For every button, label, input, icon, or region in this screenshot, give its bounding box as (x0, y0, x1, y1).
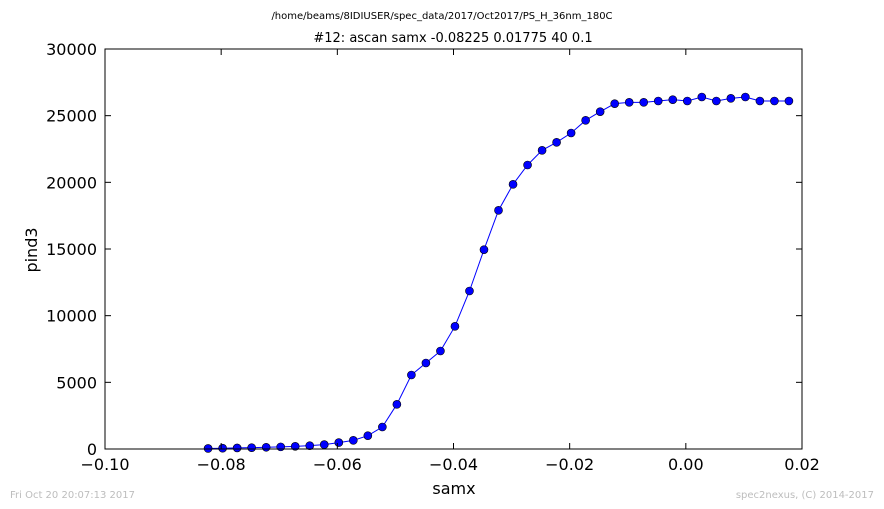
y-tick-label: 15000 (46, 240, 97, 259)
data-point (261, 442, 271, 452)
x-tick-label: −0.04 (429, 455, 478, 474)
footer-credit: spec2nexus, (C) 2014-2017 (736, 490, 874, 501)
y-tick-label: 10000 (46, 307, 97, 326)
x-tick-label: 0.00 (668, 455, 704, 474)
plot-area (105, 49, 802, 449)
data-point (682, 96, 692, 106)
data-point (755, 96, 765, 106)
data-point (770, 96, 779, 106)
y-tick-label: 5000 (56, 373, 97, 392)
data-point (566, 128, 576, 138)
data-point (741, 92, 750, 102)
data-point (653, 96, 663, 106)
data-point (668, 95, 678, 104)
x-tick-label: −0.08 (197, 455, 246, 474)
data-point (639, 98, 649, 107)
data-point (334, 438, 344, 447)
data-point (479, 245, 489, 254)
y-tick-label: 30000 (46, 40, 97, 59)
x-axis-label: samx (432, 479, 475, 498)
data-point (421, 358, 431, 368)
data-point (610, 99, 619, 108)
data-point (624, 98, 634, 107)
data-point (523, 160, 532, 170)
data-point (784, 96, 794, 106)
data-point (494, 206, 503, 215)
data-point (378, 422, 387, 432)
y-tick-label: 20000 (46, 173, 97, 192)
data-point (581, 116, 590, 125)
data-point (363, 431, 373, 440)
data-point (595, 107, 605, 116)
data-point (203, 444, 213, 453)
data-point (465, 286, 474, 296)
footer-timestamp: Fri Oct 20 20:07:13 2017 (10, 490, 135, 501)
data-point (232, 443, 242, 453)
y-tick-label: 25000 (46, 107, 97, 126)
data-point (276, 442, 286, 452)
x-tick-label: −0.10 (80, 455, 129, 474)
x-tick-label: −0.02 (545, 455, 594, 474)
axes: −0.10 −0.08 −0.06 −0.04 −0.02 0.00 0.02 0 5000 10… (46, 40, 820, 474)
data-point (290, 442, 300, 451)
data-point (247, 443, 256, 452)
data-point (349, 436, 358, 445)
data-point (305, 441, 315, 450)
data-point (392, 400, 402, 409)
data-point (218, 443, 227, 453)
data-series (203, 92, 794, 453)
plot-background (105, 49, 802, 449)
chart-supertitle: /home/beams/8IDIUSER/spec_data/2017/Oct2… (271, 11, 612, 22)
data-point (712, 96, 721, 106)
chart-title: #12: ascan samx -0.08225 0.01775 40 0.1 (313, 31, 592, 46)
y-axis-label: pind3 (22, 227, 41, 272)
data-point (697, 92, 707, 102)
data-point (450, 322, 460, 331)
data-point (726, 94, 736, 103)
data-point (436, 346, 445, 356)
data-point (552, 138, 561, 147)
data-point (319, 440, 329, 449)
data-point (537, 146, 547, 155)
data-point (508, 180, 518, 189)
x-tick-label: 0.02 (784, 455, 820, 474)
y-tick-label: 0 (87, 440, 97, 459)
data-point (407, 370, 416, 380)
x-tick-label: −0.06 (313, 455, 362, 474)
